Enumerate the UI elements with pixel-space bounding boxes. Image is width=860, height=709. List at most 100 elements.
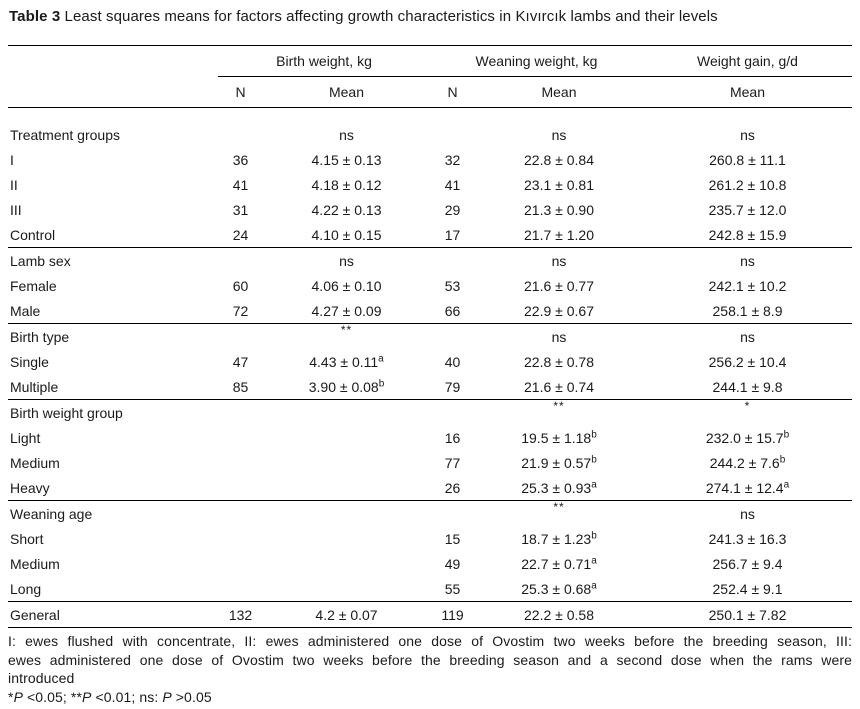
- mean-birth-cell: 4.18 ± 0.12: [263, 172, 430, 197]
- factor-label: Birth type: [8, 323, 218, 349]
- mean-birth-cell: 4.2 ± 0.07: [263, 601, 430, 628]
- mean-gain-cell: 261.2 ± 10.8: [643, 172, 852, 197]
- mean-value: ns: [740, 328, 755, 345]
- n-birth-cell: [218, 475, 263, 501]
- level-label: Single: [10, 353, 49, 370]
- mean-gain-cell: 232.0 ± 15.7b: [643, 425, 852, 450]
- mean-value: 258.1 ± 8.9: [712, 302, 783, 319]
- mean-value: 22.7 ± 0.71: [521, 555, 592, 572]
- mean-value: 232.0 ± 15.7: [705, 429, 784, 446]
- n-weaning-cell: 119: [430, 601, 475, 628]
- mean-weaning-cell: 22.8 ± 0.84: [475, 147, 643, 172]
- mean-value: ns: [339, 252, 354, 269]
- mean-value: 244.1 ± 9.8: [712, 378, 783, 395]
- mean-birth-cell: 4.22 ± 0.13: [263, 197, 430, 222]
- table-row: Single 47 4.43 ± 0.11a 40 22.8 ± 0.78 256.2 ±…: [8, 349, 852, 374]
- mean-value: 21.7 ± 1.20: [524, 226, 594, 243]
- mean-gain-cell: ns: [643, 247, 852, 273]
- level-label: Medium: [10, 454, 60, 471]
- n-birth-cell: [218, 323, 263, 349]
- mean-value: 18.7 ± 1.23: [521, 530, 592, 547]
- n-birth-cell: [218, 247, 263, 273]
- table-row: Heavy 26 25.3 ± 0.93a 274.1 ± 12.4a: [8, 475, 852, 501]
- mean-birth-cell: 4.15 ± 0.13: [263, 147, 430, 172]
- mean-birth-cell: [263, 475, 430, 501]
- mean-birth-cell: [263, 450, 430, 475]
- mean-value: 250.1 ± 7.82: [708, 606, 787, 623]
- level-label: Female: [10, 277, 57, 294]
- table-row: General 132 4.2 ± 0.07 119 22.2 ± 0.58 250.1 …: [8, 601, 852, 628]
- mean-weaning-cell: 22.8 ± 0.78: [475, 349, 643, 374]
- table-caption-text: Least squares means for factors affectin…: [60, 8, 718, 25]
- n-birth-cell: 72: [232, 302, 249, 319]
- mean-birth-cell: [263, 576, 430, 602]
- n-weaning-cell: 32: [444, 151, 461, 168]
- n-weaning-cell: [430, 500, 475, 526]
- group-header-weaning-weight: Weaning weight, kg: [430, 45, 643, 77]
- mean-value: 22.2 ± 0.58: [524, 606, 594, 623]
- mean-value: 256.7 ± 9.4: [712, 555, 783, 572]
- sub-header-mean-weaning: Mean: [475, 76, 643, 108]
- section-header-row: Weaning age ** ns: [8, 500, 852, 526]
- n-weaning-cell: 26: [444, 479, 461, 496]
- superscript-letter: a: [591, 554, 597, 566]
- mean-value: 22.9 ± 0.67: [524, 302, 594, 319]
- mean-weaning-cell: ns: [475, 323, 643, 349]
- mean-weaning-cell: 21.3 ± 0.90: [475, 197, 643, 222]
- mean-value: 4.06 ± 0.10: [311, 277, 382, 294]
- mean-gain-cell: 250.1 ± 7.82: [643, 601, 852, 628]
- mean-value: ns: [551, 328, 567, 345]
- table-caption-number: Table 3: [9, 8, 61, 25]
- mean-birth-cell: [263, 551, 430, 576]
- mean-birth-cell: [263, 425, 430, 450]
- mean-gain-cell: ns: [643, 500, 852, 526]
- least-squares-means-table: Birth weight, kg Weaning weight, kg Weig…: [8, 45, 852, 628]
- superscript-letter: b: [591, 428, 597, 440]
- mean-value: ns: [740, 505, 755, 522]
- significance-text: **: [70, 688, 83, 705]
- factor-label: Lamb sex: [8, 247, 218, 273]
- mean-weaning-cell: 21.9 ± 0.57b: [475, 450, 643, 475]
- n-weaning-cell: 66: [444, 302, 461, 319]
- mean-birth-cell: ns: [263, 247, 430, 273]
- mean-gain-cell: *: [643, 399, 852, 425]
- table-row: III 31 4.22 ± 0.13 29 21.3 ± 0.90 235.7 ± 12.…: [8, 197, 852, 222]
- level-label: II: [10, 176, 18, 193]
- p-value-symbol: P: [162, 688, 172, 705]
- mean-value: 25.3 ± 0.93: [521, 479, 592, 496]
- level-label: III: [10, 201, 22, 218]
- n-weaning-cell: 40: [444, 353, 461, 370]
- mean-value: 4.27 ± 0.09: [311, 302, 382, 319]
- mean-value: 252.4 ± 9.1: [712, 580, 783, 597]
- mean-value: 22.8 ± 0.84: [524, 151, 594, 168]
- mean-weaning-cell: 25.3 ± 0.93a: [475, 475, 643, 501]
- mean-value: 4.22 ± 0.13: [311, 201, 382, 218]
- table-row: Long 55 25.3 ± 0.68a 252.4 ± 9.1: [8, 576, 852, 602]
- n-weaning-cell: 77: [444, 454, 461, 471]
- mean-value: 4.10 ± 0.15: [311, 226, 382, 243]
- mean-gain-cell: ns: [643, 323, 852, 349]
- sub-header-row: N Mean N Mean Mean: [8, 76, 852, 108]
- n-weaning-cell: 16: [444, 429, 461, 446]
- n-birth-cell: 60: [232, 277, 249, 294]
- mean-value: 19.5 ± 1.18: [521, 429, 592, 446]
- mean-birth-cell: 4.43 ± 0.11a: [263, 349, 430, 374]
- mean-weaning-cell: ns: [475, 122, 643, 147]
- table-body: Treatment groups ns ns ns I 36 4.15 ± 0.13 32 22…: [8, 122, 852, 628]
- level-label: Medium: [10, 555, 60, 572]
- p-value-symbol: P: [13, 688, 24, 705]
- mean-value: 21.9 ± 0.57: [521, 454, 592, 471]
- mean-gain-cell: 244.1 ± 9.8: [643, 374, 852, 400]
- group-header-weight-gain: Weight gain, g/d: [643, 45, 852, 77]
- n-birth-cell: 36: [232, 151, 249, 168]
- table-row: Multiple 85 3.90 ± 0.08b 79 21.6 ± 0.74 244.1…: [8, 374, 852, 400]
- mean-value: 260.8 ± 11.1: [709, 151, 786, 168]
- mean-weaning-cell: **: [475, 500, 643, 526]
- mean-weaning-cell: 21.6 ± 0.74: [475, 374, 643, 400]
- mean-gain-cell: 252.4 ± 9.1: [643, 576, 852, 602]
- mean-value: 235.7 ± 12.0: [708, 201, 787, 218]
- n-birth-cell: [218, 399, 263, 425]
- mean-value: ns: [740, 252, 755, 269]
- n-weaning-cell: [430, 122, 475, 147]
- factor-label: Treatment groups: [10, 126, 120, 143]
